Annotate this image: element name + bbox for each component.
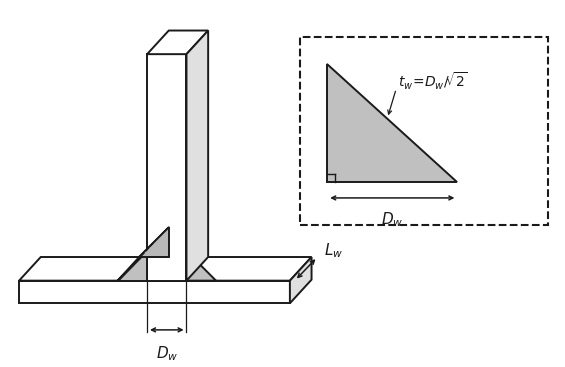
- Polygon shape: [147, 54, 186, 281]
- Polygon shape: [186, 251, 216, 281]
- Polygon shape: [186, 30, 208, 281]
- Polygon shape: [118, 251, 147, 281]
- Text: $D_w$: $D_w$: [155, 345, 178, 363]
- Bar: [299, 37, 548, 225]
- Polygon shape: [139, 228, 169, 257]
- Polygon shape: [118, 228, 169, 281]
- Text: $L_w$: $L_w$: [324, 242, 344, 261]
- Text: $t_w\!=\!D_w/\!\sqrt{2}$: $t_w\!=\!D_w/\!\sqrt{2}$: [398, 71, 468, 92]
- Polygon shape: [327, 64, 457, 182]
- Text: $D_w$: $D_w$: [381, 211, 403, 229]
- Polygon shape: [290, 257, 311, 303]
- Polygon shape: [147, 30, 208, 54]
- Polygon shape: [19, 281, 290, 303]
- Polygon shape: [19, 257, 311, 281]
